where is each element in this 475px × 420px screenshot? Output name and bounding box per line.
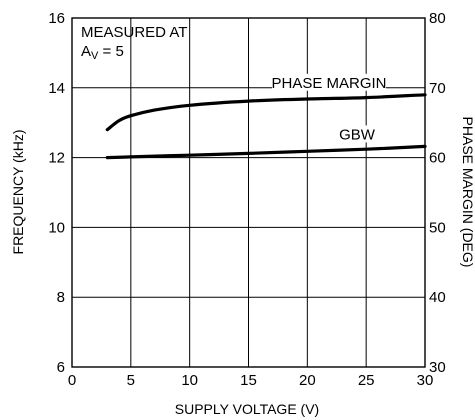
series-label-mask — [340, 125, 374, 143]
y2-tick-label: 30 — [429, 359, 446, 376]
y-tick-label: 10 — [48, 219, 65, 236]
y2-tick-label: 70 — [429, 80, 446, 97]
x-axis-title: SUPPLY VOLTAGE (V) — [175, 401, 319, 417]
series-line — [105, 144, 427, 160]
x-tick-label: 25 — [358, 372, 375, 389]
y-tick-label: 8 — [57, 289, 65, 306]
series-lines — [105, 93, 427, 160]
y2-tick-label: 40 — [429, 289, 446, 306]
annotation-line1: MEASURED AT — [81, 24, 187, 41]
y-tick-label: 14 — [48, 80, 65, 97]
y2-tick-label: 50 — [429, 219, 446, 236]
measurement-annotation: MEASURED AT AV = 5 — [81, 24, 187, 62]
y-tick-label: 12 — [48, 150, 65, 167]
series-label-mask — [272, 73, 386, 91]
annotation-a: A — [81, 43, 91, 60]
tick-labels: 0 5 10 15 20 25 30 6 8 10 12 14 16 30 40 50 60 70 80 — [48, 10, 445, 389]
annotation-line2: AV = 5 — [81, 43, 124, 62]
y2-tick-label: 60 — [429, 150, 446, 167]
annotation-subscript: V — [91, 50, 99, 62]
grid — [72, 18, 425, 367]
series-labels: PHASE MARGIN GBW — [271, 75, 386, 144]
label-masks — [272, 73, 386, 143]
x-tick-label: 0 — [68, 372, 76, 389]
x-tick-label: 10 — [181, 372, 198, 389]
x-tick-label: 5 — [127, 372, 135, 389]
x-tick-label: 30 — [417, 372, 434, 389]
series-label: PHASE MARGIN — [271, 75, 386, 92]
y-tick-label: 6 — [57, 359, 65, 376]
x-tick-label: 20 — [299, 372, 316, 389]
y-axis-title: FREQUENCY (kHz) — [10, 130, 26, 255]
x-tick-label: 15 — [240, 372, 257, 389]
series-line — [105, 93, 427, 132]
y2-axis-title: PHASE MARGIN (DEG) — [460, 117, 475, 268]
series-label: GBW — [339, 126, 376, 143]
y-tick-label: 16 — [48, 10, 65, 27]
annotation-suffix: = 5 — [98, 43, 123, 60]
plot-frame — [71, 17, 426, 368]
y2-tick-label: 80 — [429, 10, 446, 27]
